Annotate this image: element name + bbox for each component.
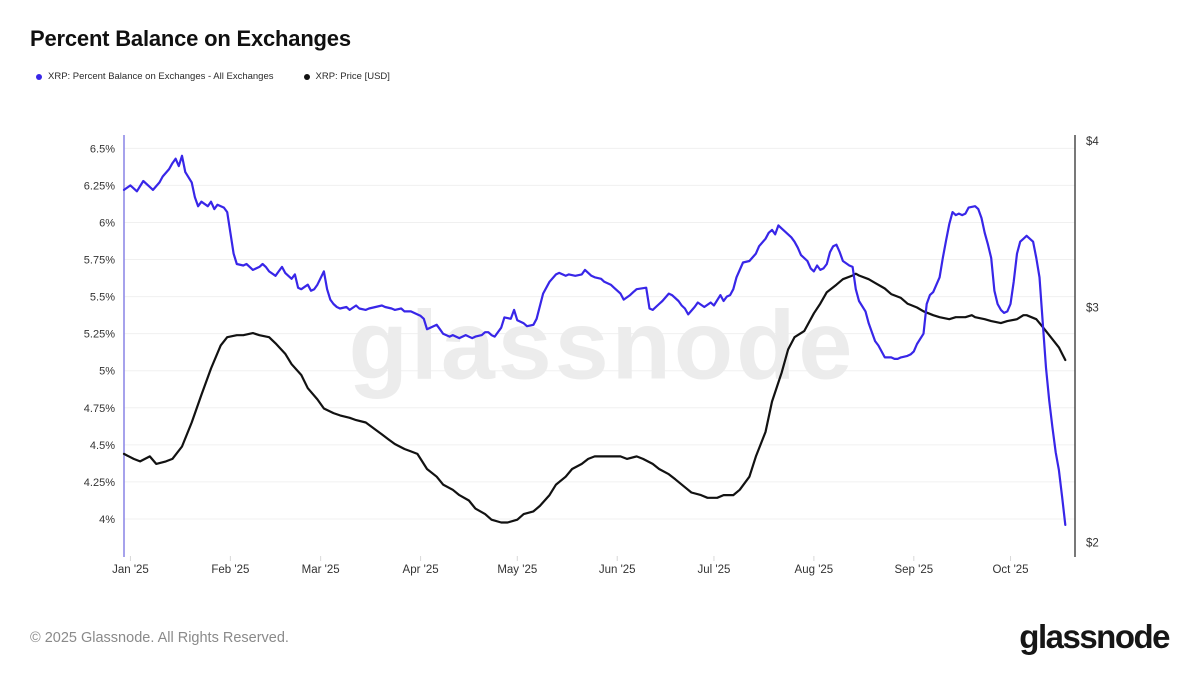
x-axis-tick-label: Oct '25 [992, 564, 1028, 576]
left-axis-tick-label: 4.75% [84, 403, 115, 415]
series-price-line [122, 272, 1067, 524]
copyright-text: © 2025 Glassnode. All Rights Reserved. [30, 630, 289, 646]
x-axis-tick-label: Sep '25 [894, 564, 933, 576]
legend-label-price: XRP: Price [USD] [315, 71, 390, 82]
left-axis-tick-label: 5.75% [84, 255, 115, 267]
left-axis-tick-label: 6.25% [84, 180, 115, 192]
left-axis-tick-label: 4% [99, 514, 115, 526]
legend-item-price[interactable]: XRP: Price [USD] [303, 71, 390, 82]
chart-legend: XRP: Percent Balance on Exchanges - All … [36, 71, 390, 82]
x-axis-tick-label: Mar '25 [302, 564, 340, 576]
right-axis-tick-label: $4 [1086, 136, 1099, 148]
left-axis-tick-label: 6% [99, 217, 115, 229]
left-axis-tick-label: 4.5% [90, 440, 115, 452]
right-axis-tick-label: $3 [1086, 302, 1099, 314]
plot-area[interactable] [124, 135, 1075, 555]
legend-item-percent-balance[interactable]: XRP: Percent Balance on Exchanges - All … [36, 71, 274, 82]
x-axis-tick-label: May '25 [497, 564, 537, 576]
x-axis-tick-label: Aug '25 [795, 564, 834, 576]
series-percent-balance-line [122, 154, 1067, 526]
price-dot-icon [303, 73, 310, 80]
x-axis-tick-label: Jun '25 [599, 564, 636, 576]
percent-balance-dot-icon [36, 73, 42, 80]
right-axis-tick-label: $2 [1086, 537, 1099, 549]
left-axis-tick-label: 5.5% [90, 292, 115, 304]
left-axis-tick-label: 4.25% [84, 477, 115, 489]
x-axis-tick-label: Feb '25 [211, 564, 249, 576]
left-axis-tick-label: 5% [99, 366, 115, 378]
x-axis-tick-label: Jan '25 [112, 564, 149, 576]
legend-label-percent-balance: XRP: Percent Balance on Exchanges - All … [48, 71, 274, 82]
watermark-text: glassnode [349, 291, 856, 400]
page-title: Percent Balance on Exchanges [30, 26, 351, 51]
x-axis-tick-label: Jul '25 [697, 564, 730, 576]
x-axis-tick-label: Apr '25 [403, 564, 439, 576]
left-axis-tick-label: 5.25% [84, 329, 115, 341]
glassnode-logo[interactable]: glassnode [1019, 618, 1170, 655]
left-axis-tick-label: 6.5% [90, 143, 115, 155]
